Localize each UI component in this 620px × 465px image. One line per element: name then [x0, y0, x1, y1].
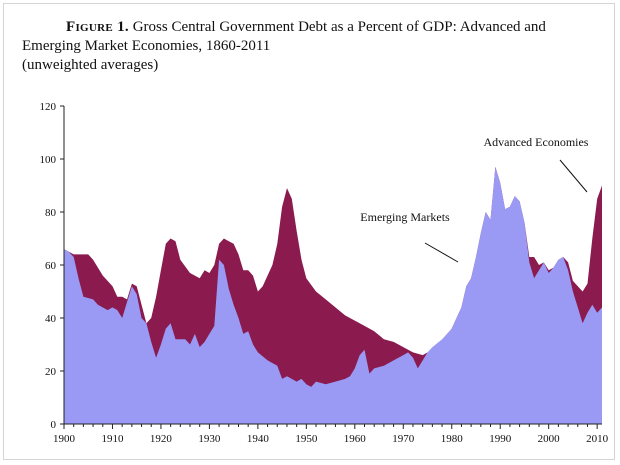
x-tick-label-1940: 1940	[247, 433, 270, 445]
annotation-advanced-economies-leader	[559, 159, 588, 193]
y-tick-label-60: 60	[45, 260, 57, 272]
figure-label: Figure 1.	[66, 19, 129, 35]
figure-title-line2: Emerging Market Economies, 1860-2011	[22, 38, 271, 54]
x-tick-label-1910: 1910	[101, 433, 124, 445]
annotation-emerging-markets-leader	[424, 242, 459, 263]
x-tick-label-1930: 1930	[198, 433, 221, 445]
y-tick-label-80: 80	[45, 207, 57, 219]
x-tick-label-1950: 1950	[295, 433, 318, 445]
figure-title-text-1: Gross Central Government Debt as a Perce…	[132, 19, 546, 35]
x-tick-label-1900: 1900	[53, 433, 76, 445]
series-area-emerging-markets	[64, 166, 602, 424]
figure-title-block: Figure 1. Gross Central Government Debt …	[22, 18, 612, 75]
annotation-advanced-economies: Advanced Economies	[484, 135, 589, 149]
y-tick-label-40: 40	[45, 313, 57, 325]
x-tick-label-1970: 1970	[392, 433, 415, 445]
annotation-emerging-markets: Emerging Markets	[360, 210, 450, 224]
x-tick-label-1920: 1920	[150, 433, 173, 445]
figure-title-line1: Figure 1. Gross Central Government Debt …	[22, 18, 612, 37]
x-tick-label-1960: 1960	[344, 433, 367, 445]
x-tick-label-1990: 1990	[489, 433, 512, 445]
y-tick-label-0: 0	[51, 419, 57, 431]
x-tick-label-2010: 2010	[586, 433, 609, 445]
y-tick-label-120: 120	[40, 101, 57, 113]
y-tick-label-100: 100	[40, 154, 57, 166]
y-tick-label-20: 20	[45, 366, 57, 378]
x-tick-label-1980: 1980	[441, 433, 464, 445]
figure-subtitle: (unweighted averages)	[22, 57, 159, 73]
x-tick-label-2000: 2000	[538, 433, 561, 445]
